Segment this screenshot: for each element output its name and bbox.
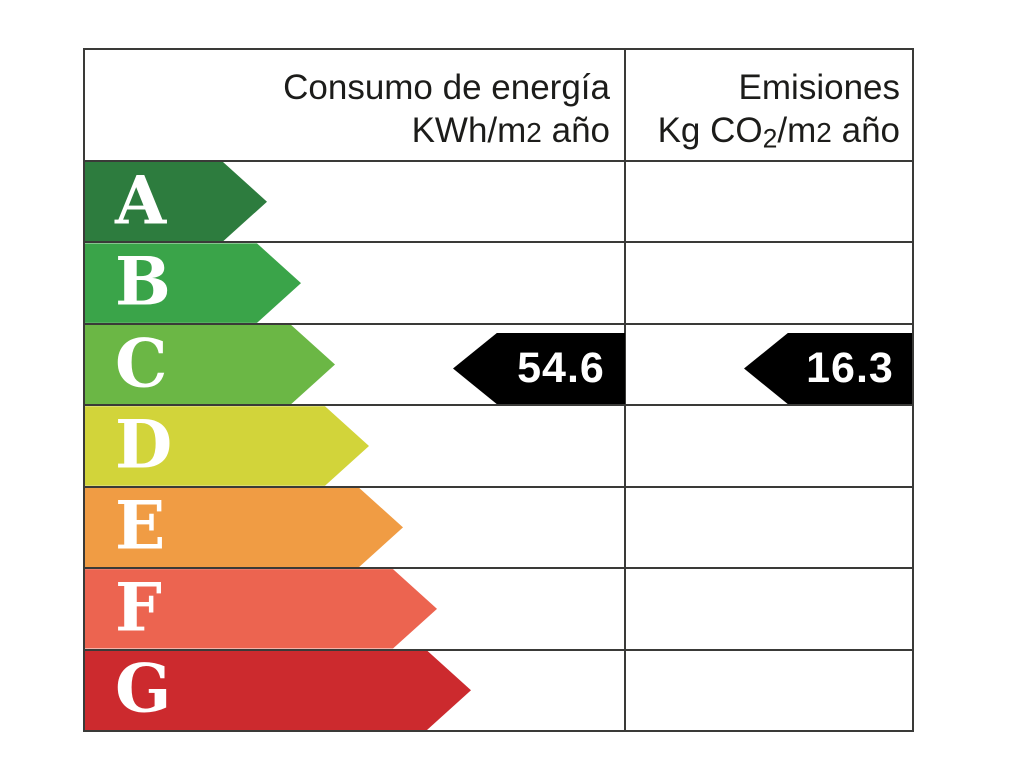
rating-letter-d: D [115, 405, 173, 484]
column-divider [624, 50, 626, 730]
rating-arrow-d [85, 406, 369, 485]
rating-arrow-f [85, 569, 437, 648]
consumo-value-arrow: 54.6 [453, 332, 625, 405]
rating-letter-a: A [115, 161, 167, 240]
rating-arrow-c [85, 325, 335, 404]
rating-letter-b: B [115, 242, 171, 321]
emisiones-header-line2: Kg CO2/m2 año [657, 111, 900, 154]
emisiones-header: Emisiones Kg CO2/m2 año [626, 50, 912, 160]
rating-rows: A B C 54.6 16.3 D E F [85, 162, 912, 730]
energy-rating-label: Consumo de energía KWh/m2 año Emisiones … [83, 48, 914, 732]
rating-row-c: C 54.6 16.3 [85, 324, 912, 407]
rating-letter-e: E [115, 487, 166, 566]
rating-arrow-e [85, 488, 403, 567]
consumo-header: Consumo de energía KWh/m2 año [85, 50, 626, 160]
emisiones-value: 16.3 [806, 344, 894, 393]
rating-row-g: G [85, 651, 912, 730]
rating-letter-g: G [115, 649, 172, 728]
rating-letter-c: C [115, 324, 168, 403]
consumo-value: 54.6 [517, 344, 605, 393]
rating-arrow-a [85, 162, 267, 241]
rating-arrow-b [85, 243, 301, 322]
rating-row-e: E [85, 487, 912, 570]
rating-row-a: A [85, 161, 912, 244]
emisiones-value-arrow: 16.3 [744, 332, 912, 405]
consumo-header-line2: KWh/m2 año [411, 111, 610, 150]
header-row: Consumo de energía KWh/m2 año Emisiones … [85, 50, 912, 162]
rating-arrow-g [85, 651, 471, 730]
rating-row-b: B [85, 242, 912, 325]
rating-letter-f: F [115, 568, 162, 647]
rating-row-f: F [85, 568, 912, 651]
consumo-header-line1: Consumo de energía [283, 68, 610, 107]
rating-row-d: D [85, 405, 912, 488]
emisiones-header-line1: Emisiones [738, 68, 900, 107]
